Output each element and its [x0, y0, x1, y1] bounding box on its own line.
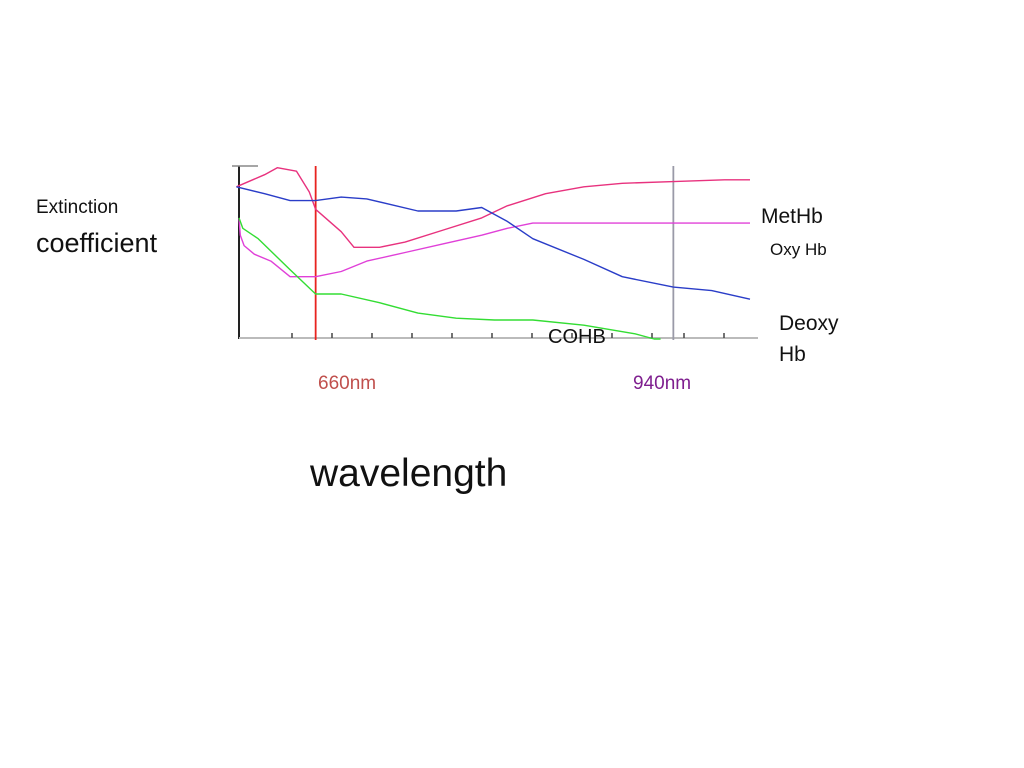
- series-label-cohb: COHB: [548, 326, 606, 348]
- wavelength-markers: [314, 166, 675, 340]
- series-line-cohb: [238, 217, 661, 340]
- y-axis-label-line1: Extinction: [36, 197, 119, 218]
- series-lines: [236, 166, 751, 340]
- series-label-deoxyhb: Deoxy Hb: [779, 308, 839, 370]
- series-label-oxyhb: Oxy Hb: [770, 240, 827, 259]
- series-label-deoxyhb-word2: Hb: [779, 343, 806, 366]
- axes: [232, 165, 758, 339]
- series-line-oxy-hb: [238, 217, 750, 278]
- x-axis-label: wavelength: [310, 452, 508, 495]
- series-label-deoxyhb-word1: Deoxy: [779, 312, 839, 335]
- x-axis-ticks: [291, 333, 725, 338]
- series-line-methb: [236, 166, 750, 249]
- series-line-deoxy-hb: [236, 186, 751, 300]
- marker-label-660nm: 660nm: [318, 373, 377, 394]
- series-label-methb: MetHb: [761, 205, 823, 228]
- marker-label-940nm: 940nm: [633, 373, 692, 394]
- y-axis-label-line2: coefficient: [36, 228, 158, 258]
